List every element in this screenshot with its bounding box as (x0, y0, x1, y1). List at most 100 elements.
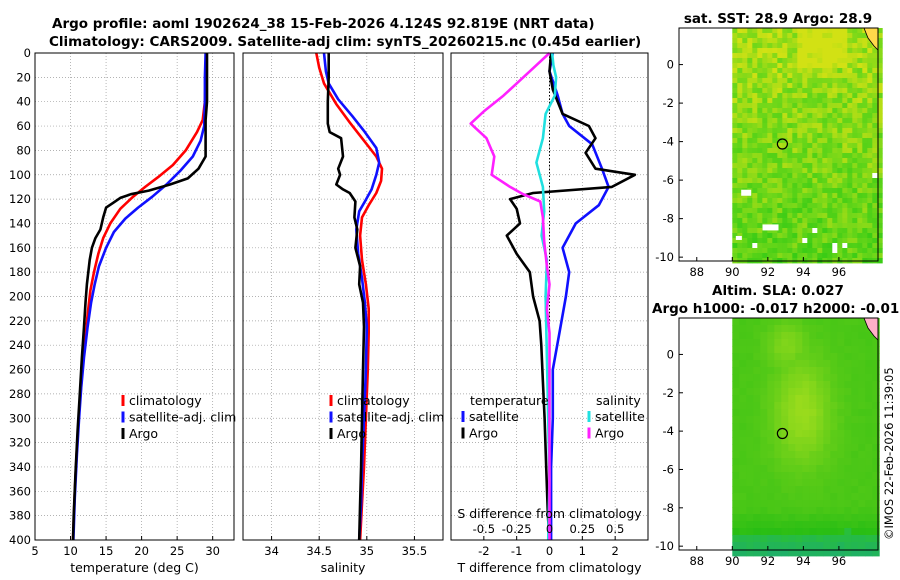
sla-map-cell (753, 388, 761, 396)
sst-map-cell (877, 128, 883, 134)
sst-map-cell (732, 198, 738, 204)
sst-map-cell (797, 83, 803, 89)
sst-map-cell (872, 238, 878, 244)
sst-map-cell (862, 173, 868, 179)
sst-map-cell (732, 238, 738, 244)
sst-map-cell (777, 158, 783, 164)
sst-map-cell (737, 53, 743, 59)
sst-map-cell (792, 198, 798, 204)
sla-map-cell (795, 346, 803, 354)
sla-map-cell (823, 367, 831, 375)
sst-map-cell (832, 193, 838, 199)
sst-map-cell (822, 163, 828, 169)
sla-map-cell (774, 325, 782, 333)
sla-map-cell (802, 360, 810, 368)
sst-map-cell (812, 123, 818, 129)
sst-map-cell (787, 38, 793, 44)
sst-map-cell (837, 168, 843, 174)
sst-map-cell (827, 178, 833, 184)
sst-map-cell (762, 168, 768, 174)
sst-map-cell (812, 33, 818, 39)
sst-map-cell (862, 123, 868, 129)
sst-map-cell (852, 213, 858, 219)
temperature-xtick-label: 30 (205, 544, 220, 558)
sst-map-xtick-label: 88 (689, 265, 704, 279)
sst-map-cell (832, 148, 838, 154)
sst-map-cell (797, 138, 803, 144)
sst-map-cell (792, 103, 798, 109)
sst-map-cell (812, 168, 818, 174)
sst-map-cell (862, 113, 868, 119)
sla-map-cell (739, 458, 747, 466)
sst-map-cell (812, 143, 818, 149)
sla-map-cell (872, 472, 880, 480)
sst-map-cell (857, 203, 863, 209)
sst-map-cell (797, 123, 803, 129)
sla-map-cell (767, 360, 775, 368)
sst-map-cell (847, 198, 853, 204)
sla-map-cell (809, 444, 817, 452)
sla-map-cell (858, 409, 866, 417)
sst-map-cell (732, 108, 738, 114)
sst-map-cell (857, 253, 863, 259)
sla-map-cell (809, 360, 817, 368)
sst-map-cell (847, 103, 853, 109)
sst-map-cell (867, 153, 873, 159)
sst-map-cell (742, 133, 748, 139)
sla-map-cell (767, 388, 775, 396)
sla-map-cell (858, 458, 866, 466)
sla-map-cell (788, 507, 796, 515)
sst-map-xtick-label: 92 (761, 265, 776, 279)
sla-map-cell (851, 528, 859, 536)
sst-map-cell (837, 78, 843, 84)
temperature-ytick-label: 280 (9, 387, 31, 401)
sst-map-cell (732, 33, 738, 39)
sla-map-cell (858, 353, 866, 361)
sst-map-cell (787, 168, 793, 174)
sla-map-cell (837, 479, 845, 487)
sst-map-cell (747, 128, 753, 134)
sst-map-cell (752, 203, 758, 209)
sla-map-cell (844, 367, 852, 375)
sst-map-cell (862, 203, 868, 209)
sst-map-cell (777, 228, 783, 234)
sst-map-cell (807, 253, 813, 259)
sst-map-cell (742, 93, 748, 99)
sla-map-cell (872, 339, 880, 347)
sst-map-cell (787, 138, 793, 144)
sst-map-cell (767, 88, 773, 94)
sst-map-cell (812, 233, 818, 239)
sla-map-cell (830, 437, 838, 445)
sst-map-cell (837, 123, 843, 129)
sla-map-cell (802, 549, 810, 557)
sst-map-cells (732, 28, 883, 264)
sla-map-cell (739, 521, 747, 529)
sst-map-cell (822, 153, 828, 159)
sst-map-cell (777, 38, 783, 44)
sla-map-cell (809, 528, 817, 536)
sla-map-cell (830, 451, 838, 459)
sst-map-cell (732, 143, 738, 149)
sla-map-cell (865, 339, 873, 347)
sst-map-cell (837, 178, 843, 184)
sla-map-cell (802, 423, 810, 431)
sst-map-cell (877, 153, 883, 159)
sst-map-cell (847, 248, 853, 254)
sst-map-cell (777, 168, 783, 174)
sla-map-cell (844, 542, 852, 550)
sla-map-cell (809, 507, 817, 515)
sst-map-cell (782, 208, 788, 214)
sst-map-cell (757, 93, 763, 99)
sst-map-cell (732, 168, 738, 174)
sla-map-cell (809, 458, 817, 466)
sst-map-cell (877, 188, 883, 194)
sst-map-cell (842, 218, 848, 224)
sst-map-cell (867, 123, 873, 129)
sst-map-cell (762, 63, 768, 69)
sla-map-cell (746, 465, 754, 473)
sla-map-cell (732, 339, 740, 347)
sst-map-cell (787, 153, 793, 159)
sla-map-cell (802, 451, 810, 459)
sst-map-cell (742, 213, 748, 219)
sst-map-cell (737, 243, 743, 249)
